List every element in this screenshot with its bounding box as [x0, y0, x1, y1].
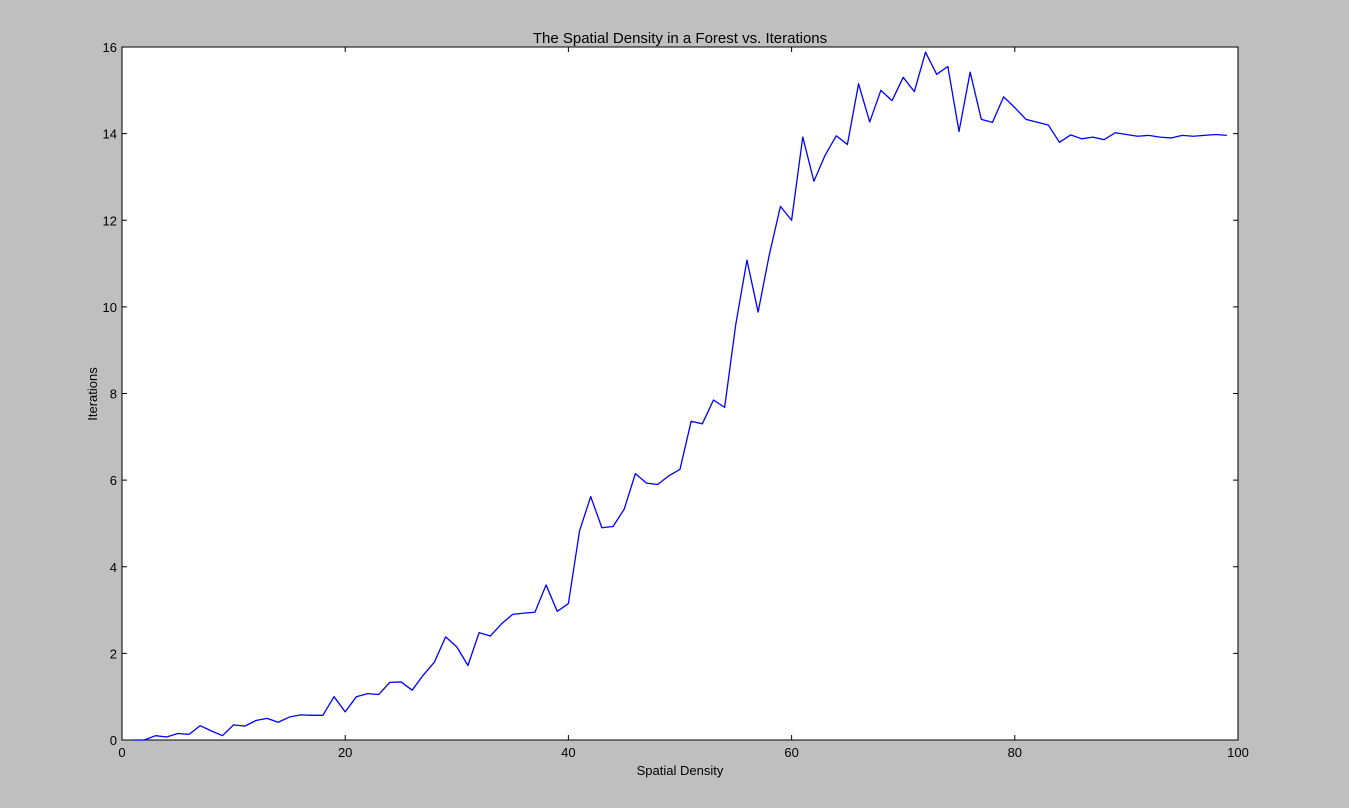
y-tick-label: 14	[103, 127, 117, 142]
x-tick-label: 100	[1227, 745, 1249, 760]
chart-title: The Spatial Density in a Forest vs. Iter…	[533, 30, 827, 47]
y-axis-label: Iterations	[85, 367, 100, 421]
axis-tick-labels: 0 20 40 60 80 100 0 2 4 6 8 10 12 14 16	[103, 40, 1249, 760]
y-tick-label: 16	[103, 40, 117, 55]
x-tick-label: 0	[118, 745, 125, 760]
y-tick-label: 12	[103, 213, 117, 228]
y-tick-label: 0	[110, 733, 117, 748]
x-tick-label: 80	[1008, 745, 1022, 760]
plot-area	[121, 46, 1239, 741]
x-tick-label: 20	[338, 745, 352, 760]
x-axis-label: Spatial Density	[637, 763, 724, 778]
y-tick-label: 8	[110, 387, 117, 402]
y-tick-label: 4	[110, 560, 117, 575]
axis-ticks	[121, 46, 1239, 741]
series-line	[133, 51, 1227, 741]
x-tick-label: 40	[561, 745, 575, 760]
y-tick-label: 10	[103, 300, 117, 315]
y-tick-label: 6	[110, 473, 117, 488]
y-tick-label: 2	[110, 646, 117, 661]
x-tick-label: 60	[784, 745, 798, 760]
